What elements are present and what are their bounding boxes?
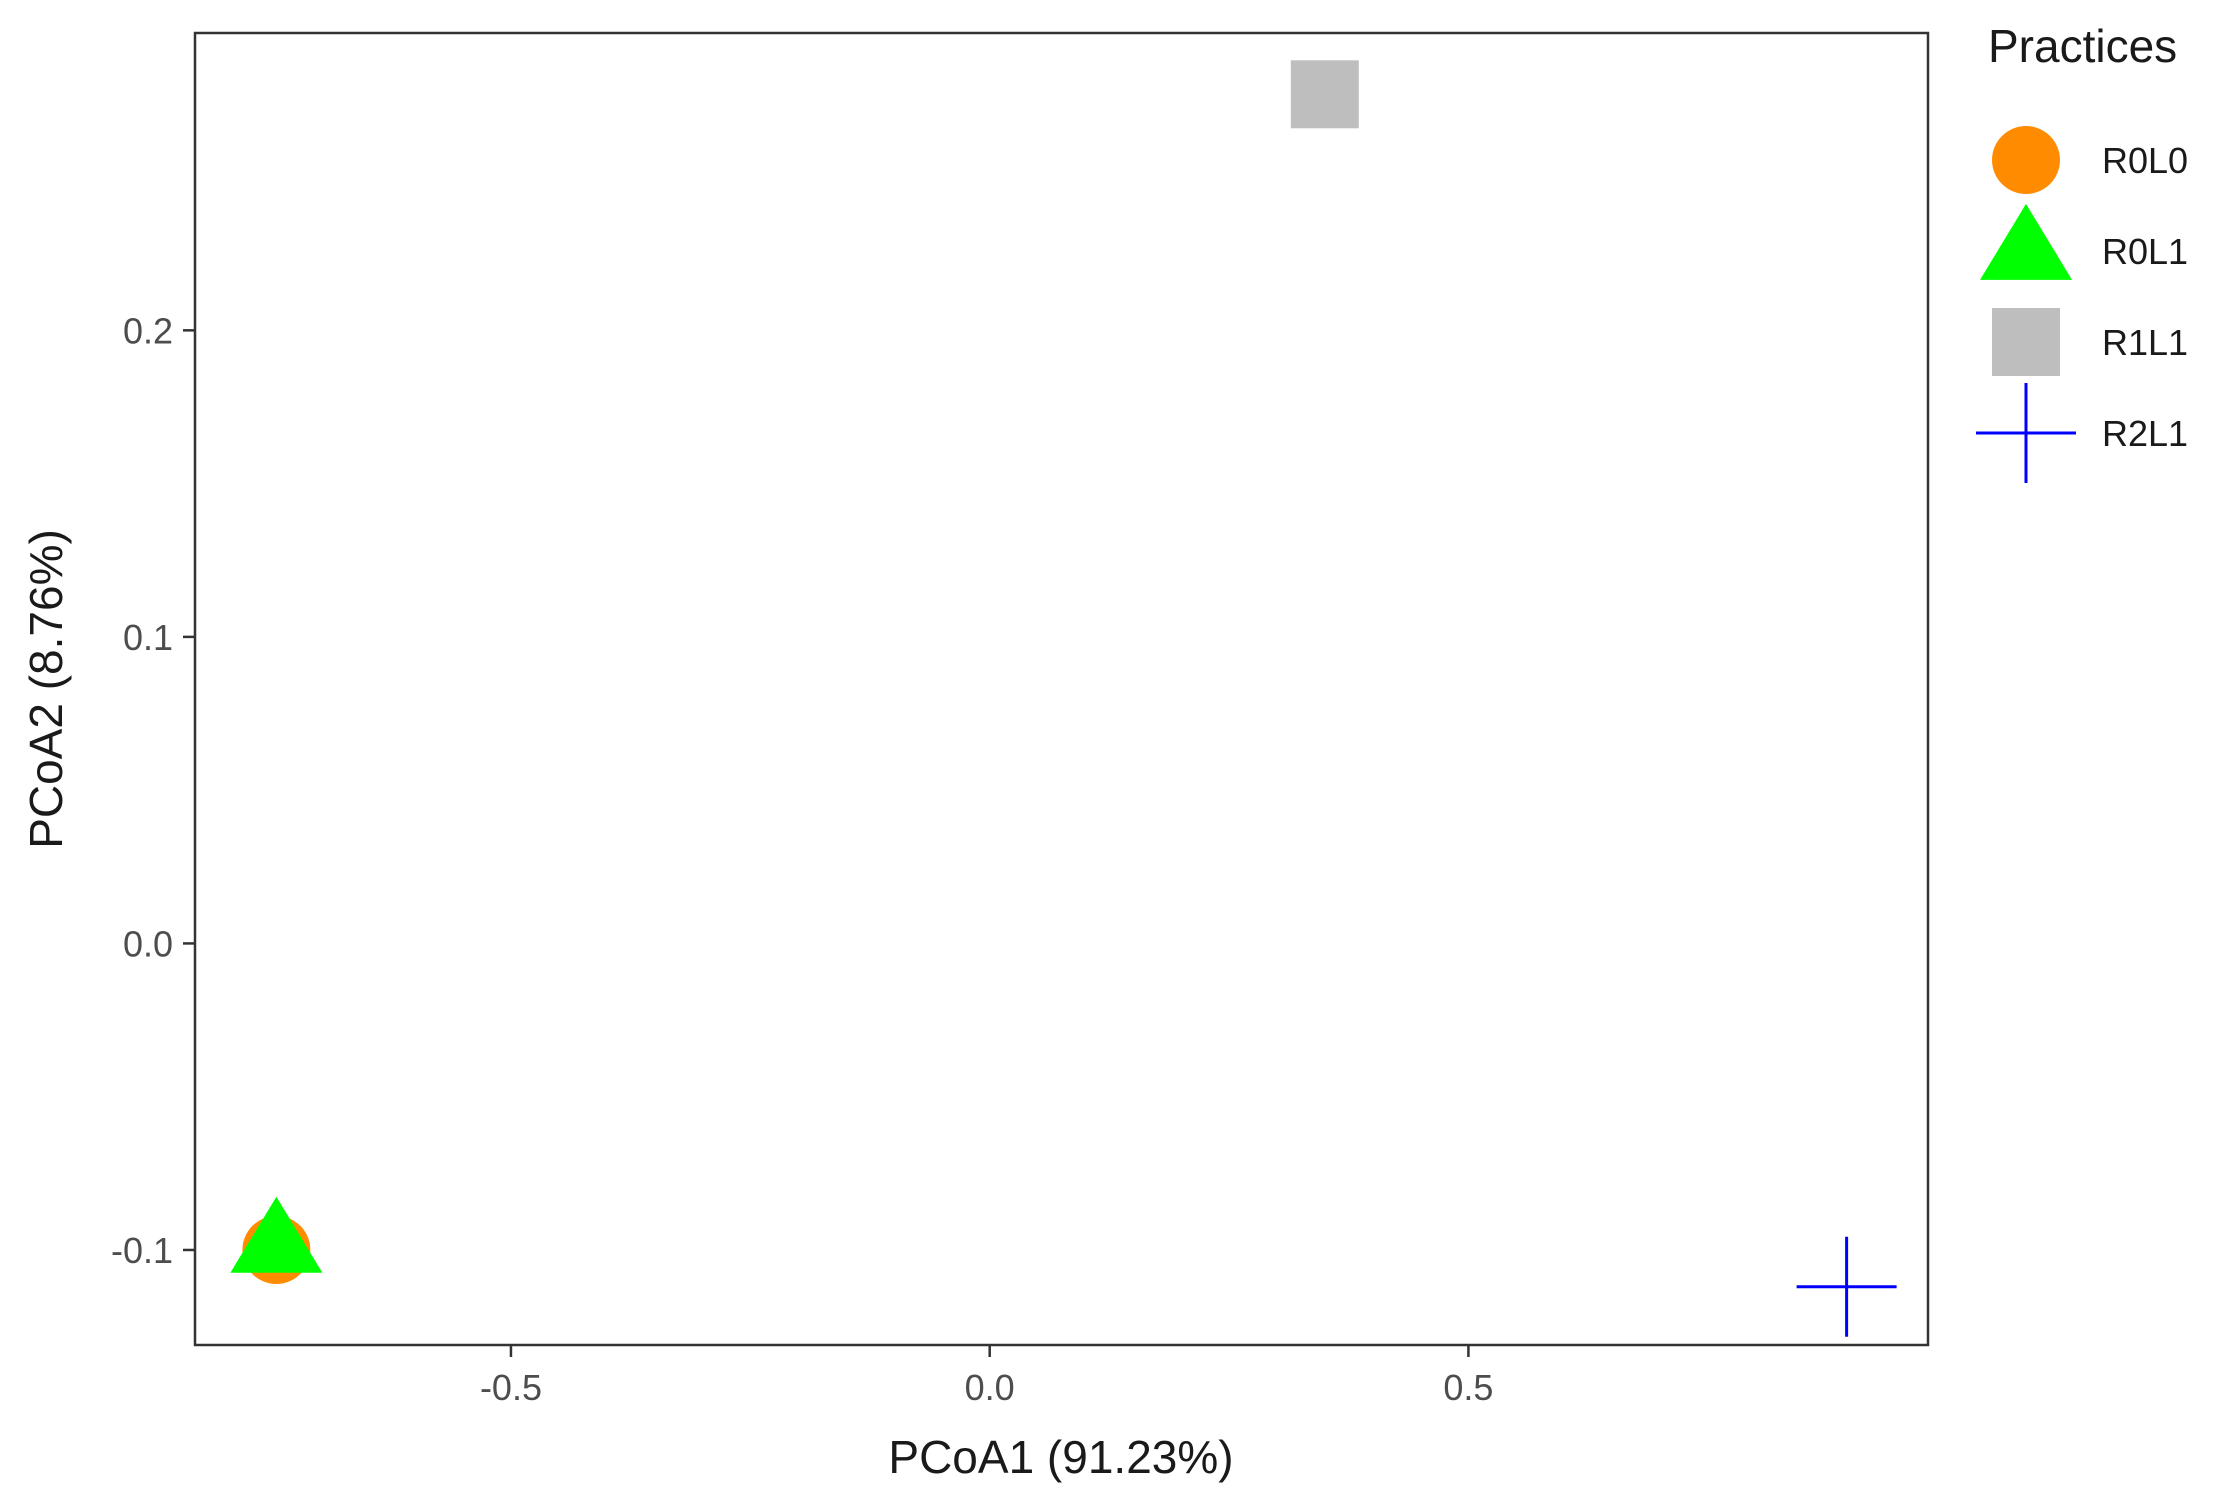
legend-label: R0L1 bbox=[2102, 231, 2188, 272]
legend-item-r0l0: R0L0 bbox=[1992, 126, 2188, 194]
legend-key-circle-icon bbox=[1992, 126, 2060, 194]
legend-label: R2L1 bbox=[2102, 413, 2188, 454]
y-tick-label: 0.2 bbox=[123, 310, 173, 351]
legend-label: R0L0 bbox=[2102, 140, 2188, 181]
x-tick-label: 0.0 bbox=[965, 1367, 1015, 1408]
y-tick-label: 0.0 bbox=[123, 923, 173, 964]
y-axis-title: PCoA2 (8.76%) bbox=[20, 529, 72, 849]
legend-key-square-icon bbox=[1992, 308, 2060, 376]
legend-item-r0l1: R0L1 bbox=[1980, 203, 2188, 280]
y-tick-label: 0.1 bbox=[123, 617, 173, 658]
data-point-r0l1 bbox=[230, 1196, 323, 1273]
x-tick-label: 0.5 bbox=[1443, 1367, 1493, 1408]
legend-item-r2l1: R2L1 bbox=[1976, 383, 2188, 483]
y-tick-label: -0.1 bbox=[111, 1230, 173, 1271]
data-point-r2l1 bbox=[1796, 1236, 1897, 1337]
x-axis-title: PCoA1 (91.23%) bbox=[888, 1431, 1233, 1483]
legend-item-r1l1: R1L1 bbox=[1992, 308, 2188, 376]
x-axis: -0.5 0.0 0.5 bbox=[480, 1345, 1493, 1408]
data-points bbox=[230, 60, 1897, 1337]
data-point-r1l1 bbox=[1290, 60, 1359, 129]
legend-label: R1L1 bbox=[2102, 322, 2188, 363]
legend: Practices R0L0 R0L1 R1L1 R2L1 bbox=[1976, 20, 2188, 483]
legend-key-triangle-icon bbox=[1980, 203, 2072, 280]
legend-key-cross-icon bbox=[1976, 383, 2076, 483]
plot-panel bbox=[193, 31, 1930, 1347]
y-axis: -0.1 0.0 0.1 0.2 bbox=[111, 310, 195, 1271]
x-tick-label: -0.5 bbox=[480, 1367, 542, 1408]
legend-title: Practices bbox=[1988, 20, 2177, 72]
